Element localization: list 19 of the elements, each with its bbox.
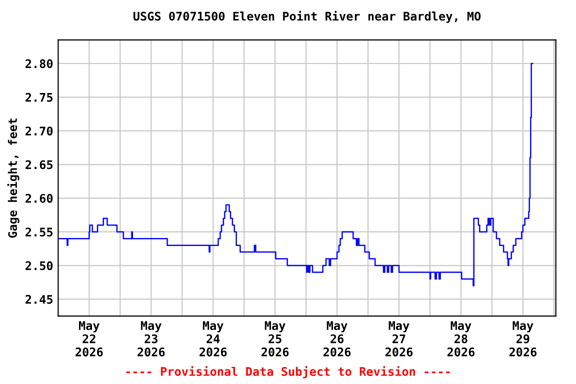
- x-tick-label: May 22 2026: [76, 321, 103, 356]
- y-tick-label: 2.75: [26, 92, 53, 102]
- chart-title: USGS 07071500 Eleven Point River near Bardley, MO: [133, 10, 481, 23]
- x-tick-label: May 28 2026: [447, 321, 475, 356]
- y-tick-label: 2.45: [26, 294, 53, 304]
- x-tick-label: May 24 2026: [200, 321, 227, 356]
- y-axis-title: Gage height, feet: [7, 118, 20, 238]
- y-tick-label: 2.65: [26, 160, 53, 170]
- x-tick-label: May 26 2026: [323, 321, 351, 356]
- y-tick-label: 2.70: [26, 126, 53, 136]
- x-tick-label: May 23 2026: [138, 321, 165, 356]
- text: ---- Provisional Data Subject to Revision ----: [126, 366, 450, 378]
- x-tick-label: May 29 2026: [509, 321, 536, 356]
- y-tick-label: 2.80: [26, 59, 53, 68]
- x-tick-label: May 27 2026: [385, 321, 413, 356]
- y-tick-label: 2.50: [26, 261, 53, 270]
- y-tick-label: 2.60: [26, 194, 53, 203]
- y-tick-label: 2.55: [26, 228, 53, 237]
- x-tick-label: May 25 2026: [262, 321, 289, 356]
